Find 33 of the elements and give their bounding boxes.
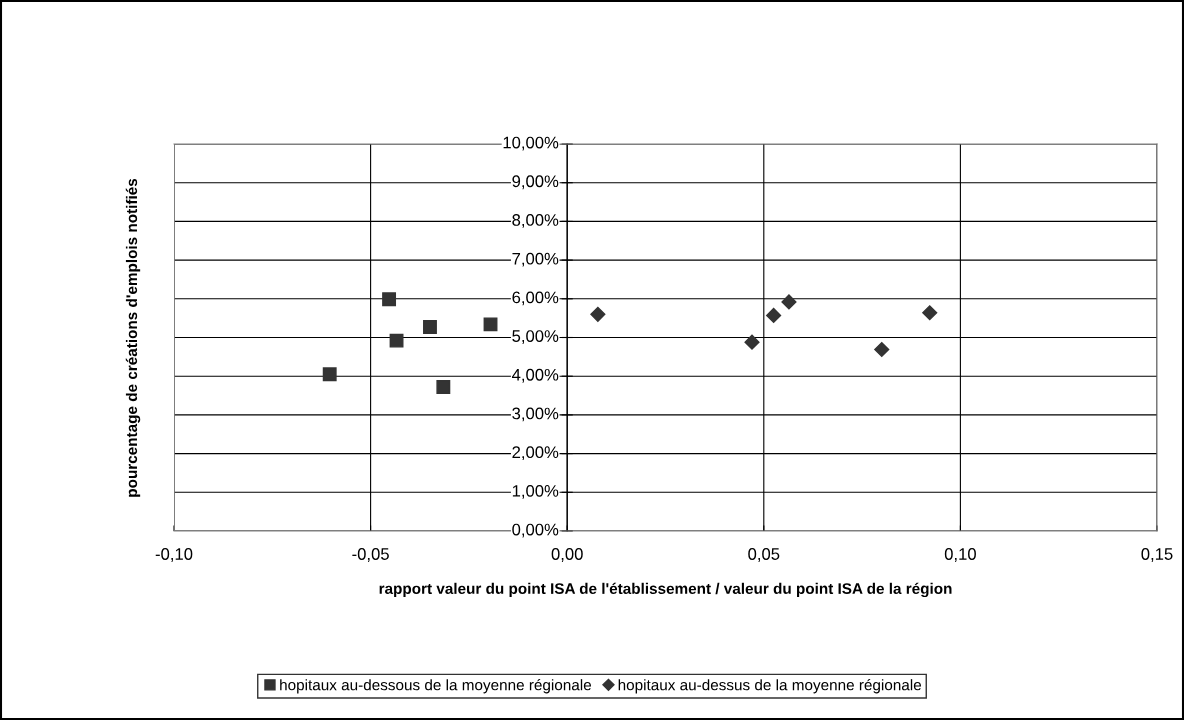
legend-label: hopitaux au-dessus de la moyenne régionale (618, 678, 922, 694)
y-tick-label: 10,00% (503, 136, 559, 151)
point (781, 294, 797, 310)
point (389, 333, 404, 348)
y-tick-label: 8,00% (512, 214, 559, 228)
x-tick-label: 0,00 (551, 548, 583, 562)
point (436, 380, 451, 394)
x-tick-label: 0,15 (1141, 548, 1173, 562)
point (322, 367, 337, 382)
point (382, 292, 397, 307)
x-axis-title: rapport valeur du point ISA de l'établissement / valeur du point ISA de la région (379, 582, 952, 598)
point (744, 334, 760, 350)
x-tick-label: 0,05 (748, 548, 780, 562)
x-tick-label: -0,05 (352, 548, 389, 562)
y-axis-title: pourcentage de créations d'emplois notifiés (125, 178, 141, 497)
point (423, 320, 437, 334)
y-tick-label: 9,00% (512, 175, 559, 190)
x-tick-label: 0,10 (944, 548, 976, 562)
point (766, 307, 782, 324)
y-tick-label: 0,00% (512, 523, 559, 538)
y-tick-label: 2,00% (512, 446, 559, 461)
y-tick-label: 6,00% (512, 291, 559, 306)
point (874, 341, 890, 358)
y-tick-label: 5,00% (512, 330, 559, 344)
x-tick-label: -0,10 (155, 548, 193, 562)
point (922, 305, 938, 321)
y-tick-label: 4,00% (511, 368, 559, 383)
y-tick-label: 7,00% (512, 252, 559, 267)
y-tick-label: 1,00% (512, 484, 559, 499)
point (483, 317, 498, 332)
point (590, 306, 606, 322)
legend-label: hopitaux au-dessous de la moyenne régionale (280, 678, 592, 694)
y-tick-label: 3,00% (512, 407, 559, 422)
